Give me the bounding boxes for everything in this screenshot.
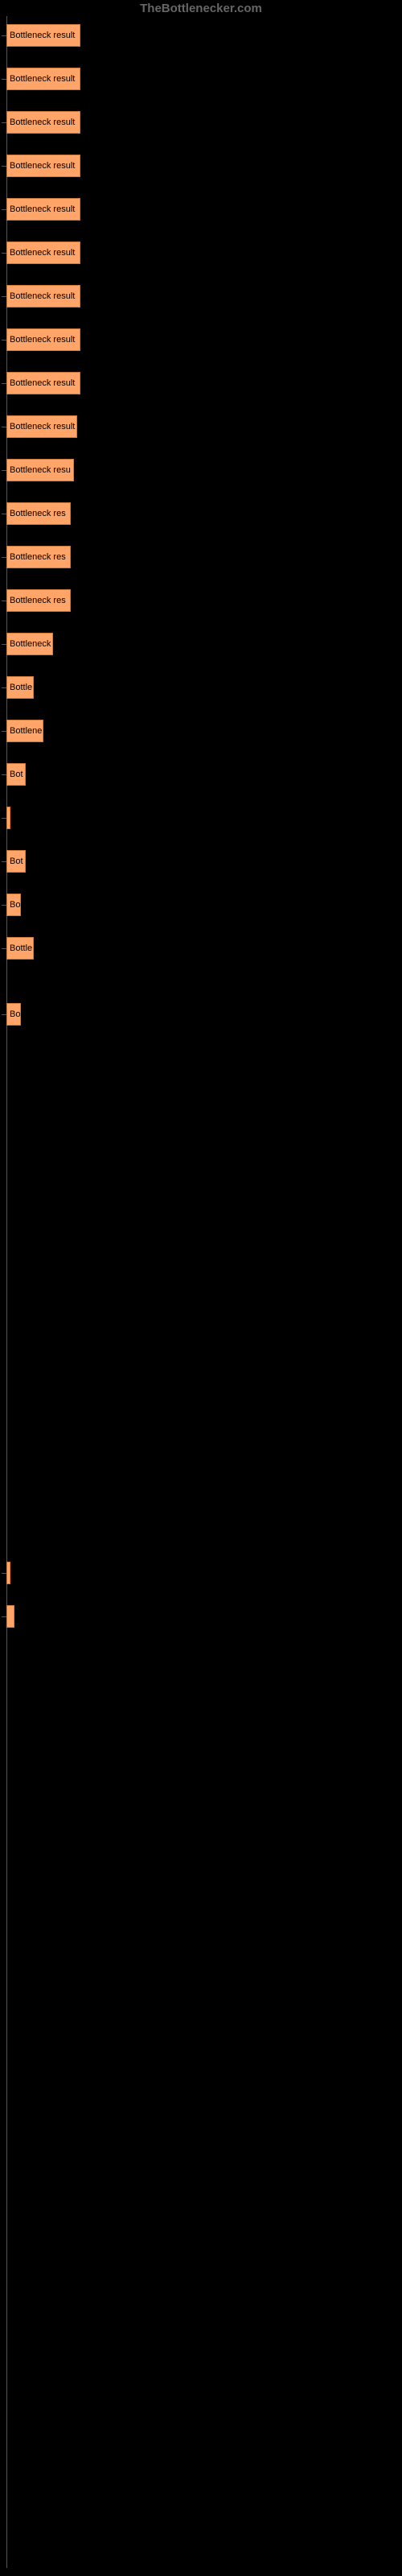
bar-label-3: Bottleneck result: [10, 161, 75, 171]
bar-1: Bottleneck result: [6, 68, 80, 90]
bar-label-6: Bottleneck result: [10, 291, 75, 301]
bar-label-22: Bo: [10, 1009, 20, 1019]
bar-11: Bottleneck res: [6, 502, 71, 525]
bar-label-11: Bottleneck res: [10, 509, 66, 518]
bar-3: Bottleneck result: [6, 155, 80, 177]
page-header: TheBottlenecker.com: [0, 0, 402, 16]
bar-label-14: Bottleneck: [10, 639, 51, 649]
bar-24: [6, 1605, 14, 1628]
bar-4: Bottleneck result: [6, 198, 80, 221]
bar-label-2: Bottleneck result: [10, 118, 75, 127]
bar-label-0: Bottleneck result: [10, 31, 75, 40]
bar-label-17: Bot: [10, 770, 23, 779]
bar-10: Bottleneck resu: [6, 459, 74, 481]
bar-12: Bottleneck res: [6, 546, 71, 568]
bar-0: Bottleneck result: [6, 24, 80, 47]
bar-label-8: Bottleneck result: [10, 378, 75, 388]
bar-9: Bottleneck result: [6, 415, 77, 438]
bar-5: Bottleneck result: [6, 242, 80, 264]
bar-label-21: Bottle: [10, 943, 32, 953]
bar-13: Bottleneck res: [6, 589, 71, 612]
bar-23: [6, 1562, 10, 1584]
bar-2: Bottleneck result: [6, 111, 80, 134]
y-axis: [6, 16, 7, 2568]
bar-label-12: Bottleneck res: [10, 552, 66, 562]
bar-label-20: Bo: [10, 900, 20, 910]
bar-chart: Bottleneck result Bottleneck result Bottle…: [0, 16, 402, 2568]
header-title: TheBottlenecker.com: [140, 2, 262, 15]
bar-label-5: Bottleneck result: [10, 248, 75, 258]
bar-22: Bo: [6, 1003, 21, 1026]
bar-label-9: Bottleneck result: [10, 422, 75, 431]
bar-15: Bottle: [6, 676, 34, 699]
bar-6: Bottleneck result: [6, 285, 80, 308]
bar-21: Bottle: [6, 937, 34, 960]
bar-7: Bottleneck result: [6, 328, 80, 351]
bar-8: Bottleneck result: [6, 372, 80, 394]
bar-label-16: Bottlene: [10, 726, 42, 736]
bar-label-15: Bottle: [10, 683, 32, 692]
bar-label-10: Bottleneck resu: [10, 465, 71, 475]
bar-label-19: Bot: [10, 857, 23, 866]
bar-16: Bottlene: [6, 720, 43, 742]
bar-label-4: Bottleneck result: [10, 204, 75, 214]
bar-18: [6, 807, 10, 829]
bar-19: Bot: [6, 850, 26, 873]
bar-14: Bottleneck: [6, 633, 53, 655]
bar-label-7: Bottleneck result: [10, 335, 75, 345]
bar-label-13: Bottleneck res: [10, 596, 66, 605]
bar-label-1: Bottleneck result: [10, 74, 75, 84]
bar-17: Bot: [6, 763, 26, 786]
bar-20: Bo: [6, 894, 21, 916]
